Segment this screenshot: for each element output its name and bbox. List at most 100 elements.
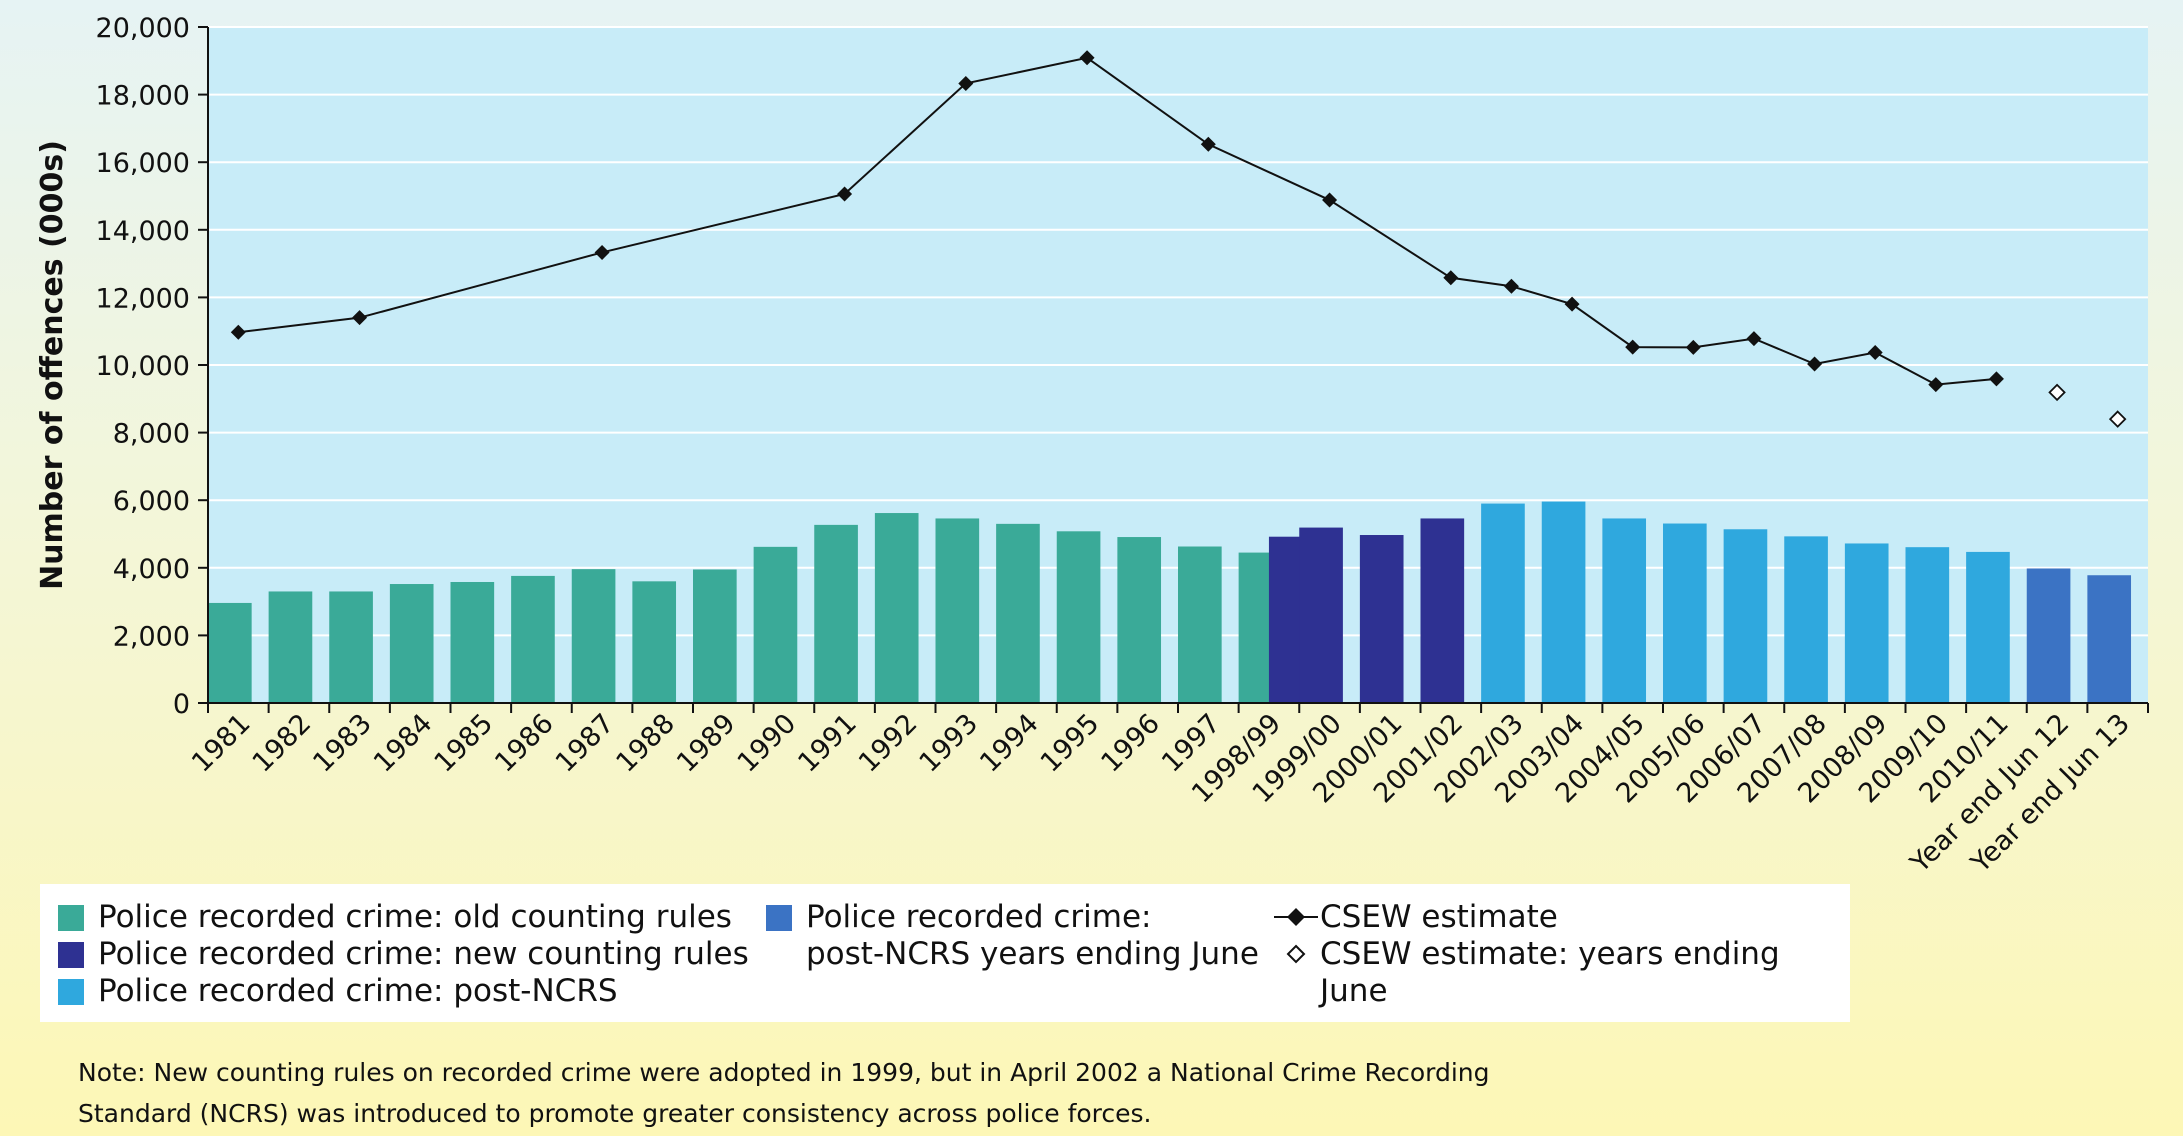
x-tick-label: 1993 xyxy=(914,708,985,779)
csew-point xyxy=(1503,278,1519,294)
bar xyxy=(571,569,616,703)
bar xyxy=(2026,568,2071,703)
bar xyxy=(2087,575,2132,703)
csew-point xyxy=(1988,371,2004,387)
bars xyxy=(208,501,2132,703)
new-rules-swatch xyxy=(58,942,84,968)
legend-label-csew: CSEW estimate xyxy=(1320,899,1558,935)
x-tick-label: 1989 xyxy=(671,708,742,779)
csew-point xyxy=(1564,296,1580,312)
csew-line-marker-icon xyxy=(1274,908,1318,926)
legend: Police recorded crime: old counting rule… xyxy=(40,884,1850,1022)
csew-point xyxy=(594,244,610,260)
csew-point xyxy=(958,75,974,91)
bar xyxy=(874,513,919,703)
legend-label-new-rules: Police recorded crime: new counting rule… xyxy=(98,936,749,972)
legend-label-csew-june: CSEW estimate: years ending June xyxy=(1320,936,1780,1009)
bar xyxy=(389,584,434,703)
csew-point xyxy=(1685,339,1701,355)
bar xyxy=(1481,503,1525,703)
csew-point xyxy=(1746,331,1762,347)
csew-point xyxy=(1322,192,1338,208)
csew-point xyxy=(1807,356,1823,372)
legend-item-new-rules: Police recorded crime: new counting rule… xyxy=(58,936,749,973)
csew-point xyxy=(1079,50,1095,66)
y-tick-label: 0 xyxy=(173,689,190,720)
csew-june-point xyxy=(2108,410,2127,428)
legend-label-old-rules: Police recorded crime: old counting rule… xyxy=(98,899,732,935)
legend-item-old-rules: Police recorded crime: old counting rule… xyxy=(58,899,732,936)
y-tick-label: 10,000 xyxy=(96,351,190,382)
bar xyxy=(1905,547,1950,703)
footnote-line-1: Note: New counting rules on recorded cri… xyxy=(78,1058,1490,1087)
csew-line xyxy=(230,50,2127,428)
y-tick-label: 4,000 xyxy=(113,554,190,585)
x-tick-label: 1983 xyxy=(307,708,378,779)
footnote-line-2: Standard (NCRS) was introduced to promot… xyxy=(78,1099,1152,1128)
bar xyxy=(1117,537,1162,703)
csew-point xyxy=(1625,339,1641,355)
y-tick-label: 18,000 xyxy=(96,81,190,112)
y-tick-label: 2,000 xyxy=(113,621,190,652)
bar xyxy=(450,581,495,703)
csew-point xyxy=(1928,377,1944,393)
x-tick-label: 1996 xyxy=(1095,708,1166,779)
x-tick-label: 1994 xyxy=(974,708,1045,779)
legend-item-csew-june: CSEW estimate: years ending June xyxy=(1272,936,1850,1010)
csew-point xyxy=(352,310,368,326)
bar xyxy=(208,602,252,703)
chart: 0 2,000 4,000 6,000 8,000 10,000 12,000 14,000 1… xyxy=(35,13,2149,879)
x-tick-label: 1984 xyxy=(368,708,439,779)
y-axis-label: Number of offences (000s) xyxy=(35,140,70,590)
legend-label-post-ncrs-june-line1: Police recorded crime: xyxy=(806,899,1152,935)
post-ncrs-june-swatch xyxy=(766,905,792,931)
y-tick-label: 12,000 xyxy=(96,283,190,314)
bar xyxy=(1966,551,2010,703)
y-tick-label: 14,000 xyxy=(96,216,190,247)
y-tick-label: 16,000 xyxy=(96,148,190,179)
legend-label-post-ncrs-june-line2: post-NCRS years ending June xyxy=(806,936,1259,972)
csew-point xyxy=(837,186,853,202)
bar xyxy=(996,523,1040,703)
bar xyxy=(1359,535,1404,703)
x-tick-label: 1991 xyxy=(792,708,863,779)
bar xyxy=(1663,523,1707,703)
y-tick-label: 6,000 xyxy=(113,486,190,517)
bar xyxy=(1602,518,1647,703)
x-tick-label: 1988 xyxy=(610,708,681,779)
x-tick-label: 1995 xyxy=(1035,708,1106,779)
bar xyxy=(814,524,858,703)
bar xyxy=(511,575,555,703)
bar xyxy=(632,581,677,703)
legend-item-post-ncrs-june: Police recorded crime: post-NCRS years e… xyxy=(766,899,1259,973)
bar xyxy=(1723,529,1768,703)
x-tick-label: 1985 xyxy=(429,708,500,779)
bar xyxy=(1784,536,1828,703)
bar xyxy=(268,591,313,703)
csew-point xyxy=(1867,344,1883,360)
bar xyxy=(935,518,980,703)
x-tick-label: 1982 xyxy=(247,708,318,779)
y-tick-label: 20,000 xyxy=(96,13,190,44)
x-tick-label: 1981 xyxy=(186,708,257,779)
x-tick-label: 1990 xyxy=(732,708,803,779)
y-tick-labels: 0 2,000 4,000 6,000 8,000 10,000 12,000 14,000 1… xyxy=(96,13,190,720)
csew-point xyxy=(1200,136,1216,152)
legend-label-post-ncrs-june: Police recorded crime: post-NCRS years e… xyxy=(806,899,1259,973)
axes xyxy=(198,26,2149,713)
bar xyxy=(1056,531,1101,703)
csew-point xyxy=(230,324,246,340)
bar xyxy=(1299,527,1343,703)
legend-item-post-ncrs: Police recorded crime: post-NCRS xyxy=(58,973,618,1010)
bar xyxy=(1844,543,1889,703)
bar xyxy=(693,569,737,703)
post-ncrs-swatch xyxy=(58,979,84,1005)
bar xyxy=(753,546,798,703)
x-tick-label: 1987 xyxy=(550,708,621,779)
legend-label-post-ncrs: Police recorded crime: post-NCRS xyxy=(98,973,618,1009)
bar xyxy=(1178,546,1222,703)
bar xyxy=(1541,501,1586,703)
old-rules-swatch xyxy=(58,905,84,931)
hollow-diamond-icon xyxy=(1286,944,1306,964)
x-tick-label: 1986 xyxy=(489,708,560,779)
